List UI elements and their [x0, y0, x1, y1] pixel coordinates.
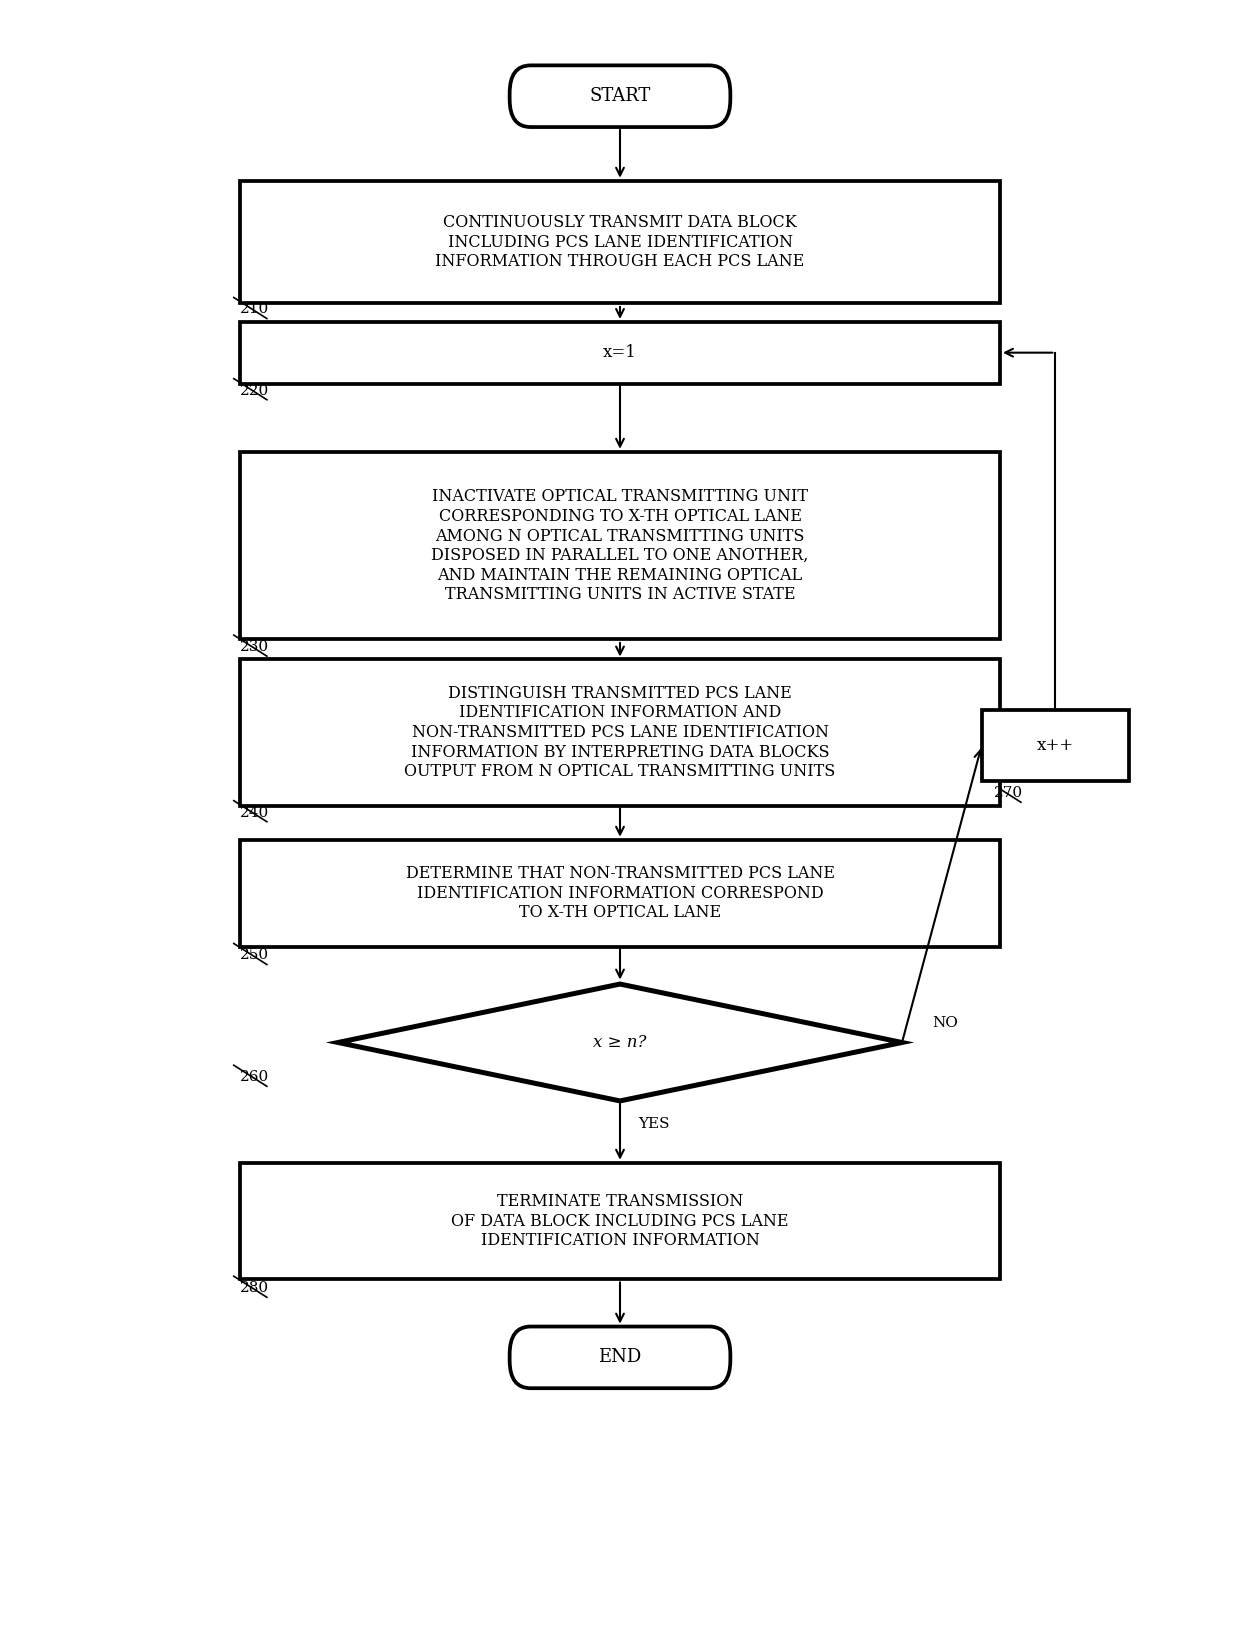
- Text: 260: 260: [239, 1071, 269, 1084]
- Bar: [239, 840, 1001, 946]
- Bar: [239, 182, 1001, 303]
- Bar: [239, 1162, 1001, 1280]
- Text: START: START: [589, 87, 651, 105]
- Bar: [239, 452, 1001, 638]
- Text: 220: 220: [239, 383, 269, 398]
- Bar: [239, 660, 1001, 805]
- Text: x ≥ n?: x ≥ n?: [593, 1035, 647, 1051]
- Text: YES: YES: [639, 1116, 670, 1131]
- Text: 270: 270: [994, 786, 1023, 800]
- Text: TERMINATE TRANSMISSION
OF DATA BLOCK INCLUDING PCS LANE
IDENTIFICATION INFORMATI: TERMINATE TRANSMISSION OF DATA BLOCK INC…: [451, 1193, 789, 1249]
- Text: 210: 210: [239, 303, 269, 316]
- Bar: [982, 710, 1128, 781]
- Text: CONTINUOUSLY TRANSMIT DATA BLOCK
INCLUDING PCS LANE IDENTIFICATION
INFORMATION T: CONTINUOUSLY TRANSMIT DATA BLOCK INCLUDI…: [435, 214, 805, 270]
- Text: DETERMINE THAT NON-TRANSMITTED PCS LANE
IDENTIFICATION INFORMATION CORRESPOND
TO: DETERMINE THAT NON-TRANSMITTED PCS LANE …: [405, 864, 835, 922]
- Text: 240: 240: [239, 805, 269, 820]
- Text: END: END: [599, 1349, 641, 1367]
- Text: DISTINGUISH TRANSMITTED PCS LANE
IDENTIFICATION INFORMATION AND
NON-TRANSMITTED : DISTINGUISH TRANSMITTED PCS LANE IDENTIF…: [404, 684, 836, 781]
- Text: INACTIVATE OPTICAL TRANSMITTING UNIT
CORRESPONDING TO X-TH OPTICAL LANE
AMONG N : INACTIVATE OPTICAL TRANSMITTING UNIT COR…: [432, 488, 808, 604]
- Text: 250: 250: [239, 948, 269, 963]
- Text: NO: NO: [932, 1015, 959, 1030]
- FancyBboxPatch shape: [510, 1326, 730, 1388]
- Text: x++: x++: [1037, 737, 1074, 755]
- Text: 280: 280: [239, 1282, 269, 1295]
- Bar: [239, 322, 1001, 383]
- Polygon shape: [339, 984, 901, 1102]
- FancyBboxPatch shape: [510, 65, 730, 128]
- Text: x=1: x=1: [603, 344, 637, 362]
- Text: 230: 230: [239, 640, 269, 653]
